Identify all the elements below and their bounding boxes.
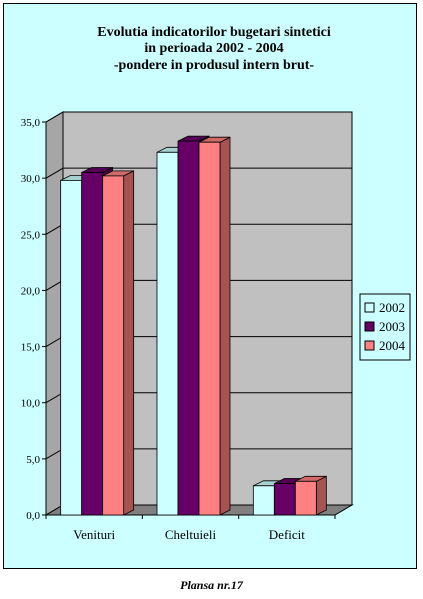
y-tick-label: 20,0 bbox=[21, 285, 41, 297]
legend-swatch bbox=[364, 321, 375, 332]
legend-swatch bbox=[364, 302, 375, 313]
y-tick-label: 30,0 bbox=[21, 173, 41, 185]
y-tick-label: 0,0 bbox=[26, 510, 40, 522]
bar bbox=[198, 141, 221, 516]
x-category-label: Cheltuieli bbox=[165, 527, 217, 542]
chart-frame: Evolutia indicatorilor bugetari sintetic… bbox=[3, 3, 417, 569]
x-category-label: Venituri bbox=[73, 527, 115, 542]
gridline bbox=[45, 111, 352, 123]
bar bbox=[102, 175, 125, 516]
bar-chart: Evolutia indicatorilor bugetari sintetic… bbox=[21, 25, 411, 542]
bar-side bbox=[219, 136, 231, 516]
bar-side bbox=[315, 475, 327, 516]
bar bbox=[294, 480, 317, 516]
chart-title-line-1: Evolutia indicatorilor bugetari sintetic… bbox=[97, 25, 331, 40]
x-category-label: Deficit bbox=[269, 527, 305, 542]
plot-area: 0,0 5,0 10,0 15,0 20,0 25,0 30,0 35,0 Venituri Ch… bbox=[21, 111, 354, 542]
bar bbox=[60, 179, 83, 516]
chart-title-line-3: -pondere in produsul intern brut- bbox=[114, 58, 315, 73]
y-tick-label: 5,0 bbox=[26, 454, 40, 466]
chart-title-line-2: in perioada 2002 - 2004 bbox=[144, 41, 283, 56]
bar bbox=[81, 172, 104, 516]
gridline bbox=[45, 167, 352, 179]
bar bbox=[177, 140, 200, 516]
bar bbox=[273, 483, 296, 516]
bar bbox=[156, 151, 179, 516]
chart-title: Evolutia indicatorilor bugetari sintetic… bbox=[97, 25, 331, 73]
legend: 2002 2003 2004 bbox=[359, 293, 411, 361]
legend-swatch bbox=[364, 340, 375, 351]
y-tick-label: 15,0 bbox=[21, 342, 41, 354]
bar bbox=[252, 485, 275, 516]
legend-label: 2004 bbox=[379, 338, 406, 353]
legend-label: 2003 bbox=[379, 319, 405, 334]
figure-caption: Plansa nr.17 bbox=[180, 578, 243, 592]
y-tick-label: 10,0 bbox=[21, 398, 41, 410]
bar-side bbox=[123, 170, 135, 516]
y-tick-label: 25,0 bbox=[21, 229, 41, 241]
legend-label: 2002 bbox=[379, 300, 405, 315]
y-tick-label: 35,0 bbox=[21, 117, 41, 129]
